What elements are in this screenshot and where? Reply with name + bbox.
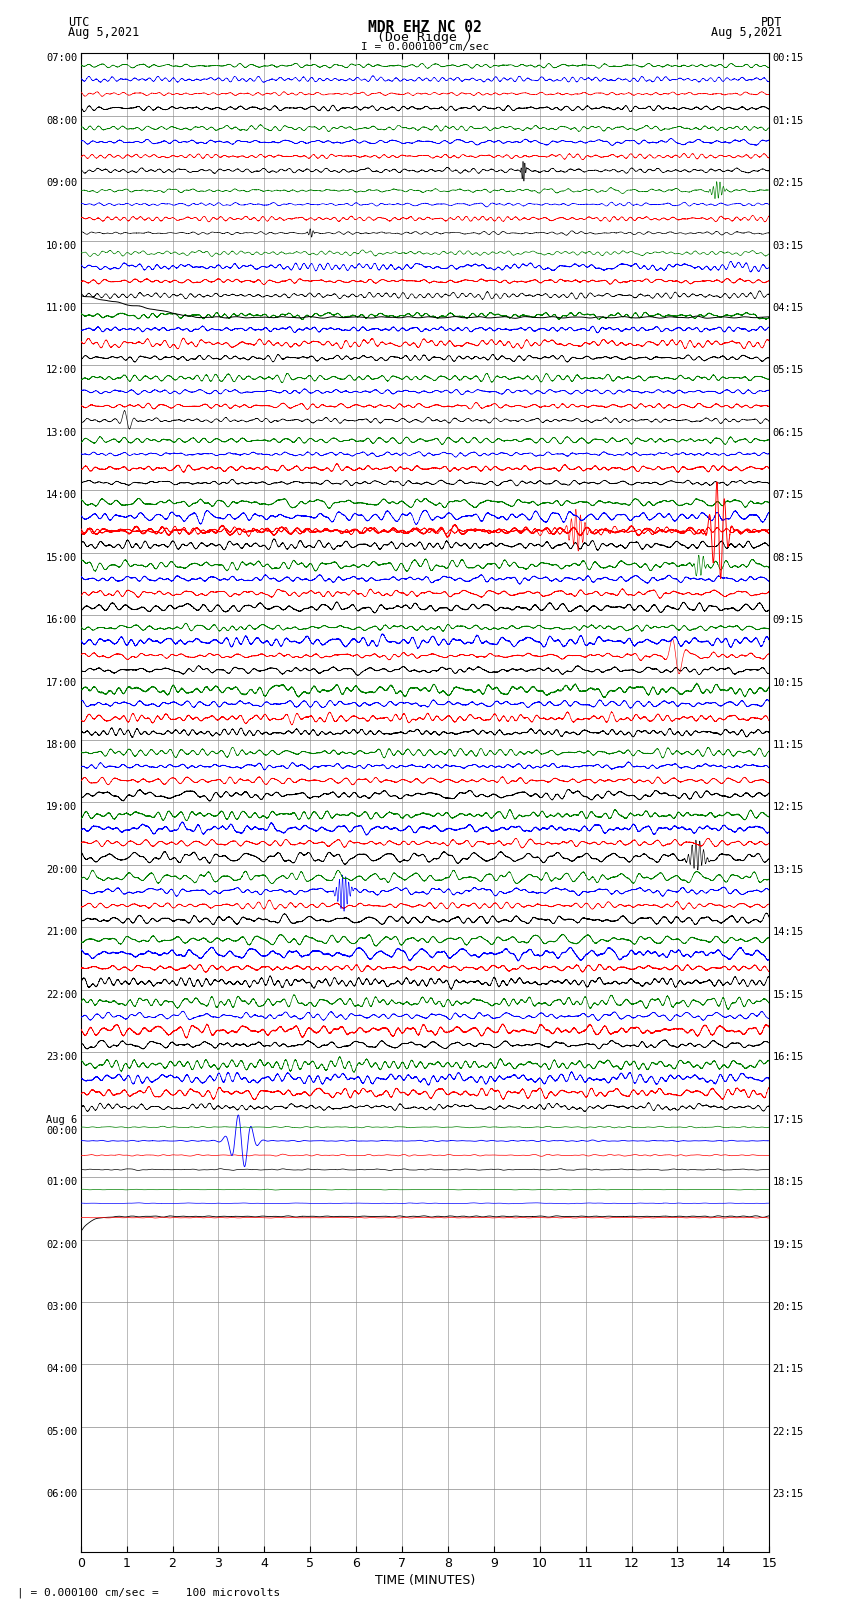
Text: 06:15: 06:15 <box>773 427 804 437</box>
Text: UTC: UTC <box>68 16 89 29</box>
Text: 15:15: 15:15 <box>773 990 804 1000</box>
Text: 17:15: 17:15 <box>773 1115 804 1124</box>
Text: 22:00: 22:00 <box>46 990 77 1000</box>
Text: 02:15: 02:15 <box>773 177 804 189</box>
X-axis label: TIME (MINUTES): TIME (MINUTES) <box>375 1574 475 1587</box>
Text: 23:00: 23:00 <box>46 1052 77 1063</box>
Text: 12:00: 12:00 <box>46 366 77 376</box>
Text: 19:00: 19:00 <box>46 803 77 813</box>
Text: 05:00: 05:00 <box>46 1428 77 1437</box>
Text: 14:00: 14:00 <box>46 490 77 500</box>
Text: 12:15: 12:15 <box>773 803 804 813</box>
Text: 21:00: 21:00 <box>46 927 77 937</box>
Text: 15:00: 15:00 <box>46 553 77 563</box>
Text: 01:00: 01:00 <box>46 1177 77 1187</box>
Text: Aug 5,2021: Aug 5,2021 <box>711 26 782 39</box>
Text: 05:15: 05:15 <box>773 366 804 376</box>
Text: 02:00: 02:00 <box>46 1239 77 1250</box>
Text: 09:00: 09:00 <box>46 177 77 189</box>
Text: 17:00: 17:00 <box>46 677 77 687</box>
Text: 20:15: 20:15 <box>773 1302 804 1311</box>
Text: I = 0.000100 cm/sec: I = 0.000100 cm/sec <box>361 42 489 52</box>
Text: 03:00: 03:00 <box>46 1302 77 1311</box>
Text: 07:00: 07:00 <box>46 53 77 63</box>
Text: 14:15: 14:15 <box>773 927 804 937</box>
Text: 04:15: 04:15 <box>773 303 804 313</box>
Text: 09:15: 09:15 <box>773 615 804 626</box>
Text: MDR EHZ NC 02: MDR EHZ NC 02 <box>368 19 482 35</box>
Text: (Doe Ridge ): (Doe Ridge ) <box>377 31 473 44</box>
Text: 16:15: 16:15 <box>773 1052 804 1063</box>
Text: 23:15: 23:15 <box>773 1489 804 1498</box>
Text: | = 0.000100 cm/sec =    100 microvolts: | = 0.000100 cm/sec = 100 microvolts <box>17 1587 280 1598</box>
Text: 16:00: 16:00 <box>46 615 77 626</box>
Text: PDT: PDT <box>761 16 782 29</box>
Text: 21:15: 21:15 <box>773 1365 804 1374</box>
Text: 18:15: 18:15 <box>773 1177 804 1187</box>
Text: 01:15: 01:15 <box>773 116 804 126</box>
Text: Aug 6
00:00: Aug 6 00:00 <box>46 1115 77 1136</box>
Text: 04:00: 04:00 <box>46 1365 77 1374</box>
Text: 06:00: 06:00 <box>46 1489 77 1498</box>
Text: 13:00: 13:00 <box>46 427 77 437</box>
Text: 10:15: 10:15 <box>773 677 804 687</box>
Text: 03:15: 03:15 <box>773 240 804 250</box>
Text: 11:00: 11:00 <box>46 303 77 313</box>
Text: 20:00: 20:00 <box>46 865 77 874</box>
Text: 11:15: 11:15 <box>773 740 804 750</box>
Text: 00:15: 00:15 <box>773 53 804 63</box>
Text: 13:15: 13:15 <box>773 865 804 874</box>
Text: 07:15: 07:15 <box>773 490 804 500</box>
Text: 18:00: 18:00 <box>46 740 77 750</box>
Text: 08:00: 08:00 <box>46 116 77 126</box>
Text: 22:15: 22:15 <box>773 1428 804 1437</box>
Text: 08:15: 08:15 <box>773 553 804 563</box>
Text: Aug 5,2021: Aug 5,2021 <box>68 26 139 39</box>
Text: 19:15: 19:15 <box>773 1239 804 1250</box>
Text: 10:00: 10:00 <box>46 240 77 250</box>
